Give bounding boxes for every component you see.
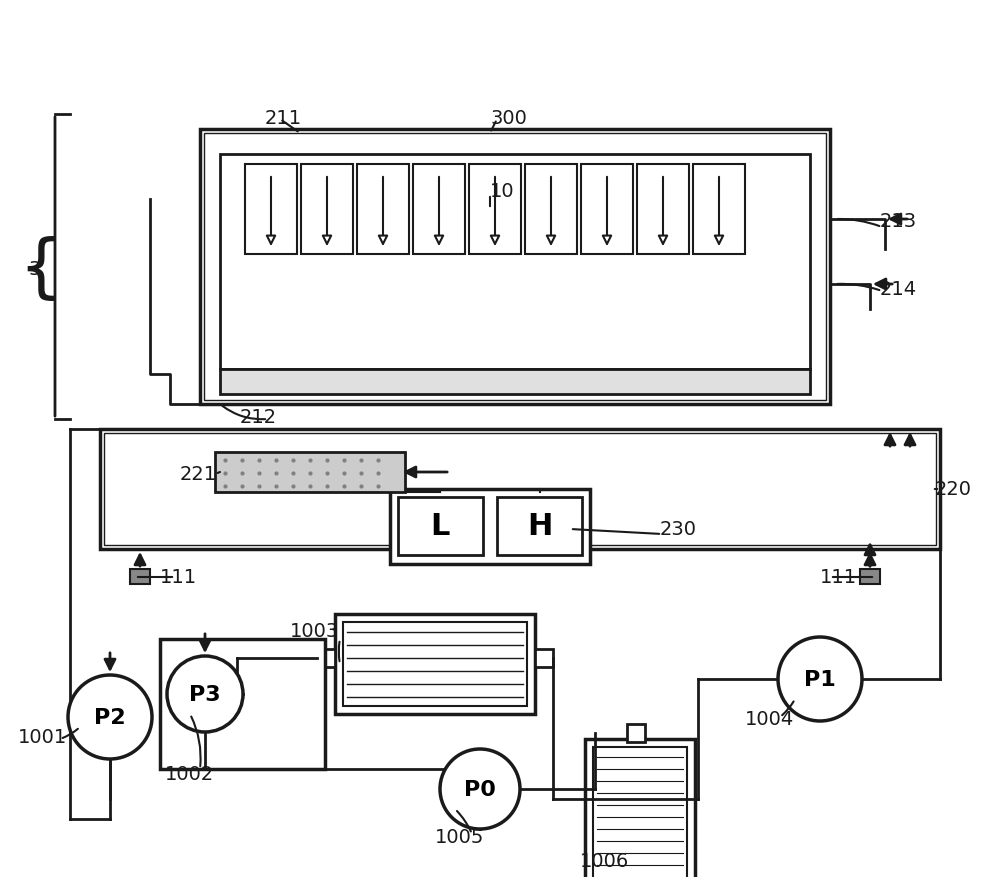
Text: H: H <box>527 512 553 541</box>
Bar <box>413 165 465 254</box>
Bar <box>160 639 325 769</box>
Bar <box>398 497 483 555</box>
Bar <box>343 623 527 706</box>
Bar <box>200 130 830 404</box>
Text: 220: 220 <box>935 480 972 499</box>
Text: L: L <box>430 512 450 541</box>
Bar <box>627 724 645 742</box>
Bar <box>535 649 553 667</box>
Text: 221: 221 <box>180 465 217 484</box>
Bar <box>525 165 577 254</box>
Text: 213: 213 <box>880 212 917 232</box>
Circle shape <box>68 675 152 759</box>
Text: P3: P3 <box>189 684 221 704</box>
Bar <box>317 649 335 667</box>
Text: 211: 211 <box>265 109 302 127</box>
Bar <box>390 489 590 565</box>
Text: 10: 10 <box>490 182 515 201</box>
Text: 1003: 1003 <box>290 622 339 641</box>
Bar <box>100 430 940 549</box>
Bar <box>469 165 521 254</box>
Text: P0: P0 <box>464 779 496 799</box>
Text: 1005: 1005 <box>435 828 484 846</box>
Text: {: { <box>18 236 62 303</box>
Bar <box>357 165 409 254</box>
Text: 1001: 1001 <box>18 728 67 746</box>
Text: 111: 111 <box>820 567 857 587</box>
Text: 1002: 1002 <box>165 765 214 784</box>
Text: P2: P2 <box>94 707 126 727</box>
Bar <box>581 165 633 254</box>
Circle shape <box>440 749 520 829</box>
Text: 1004: 1004 <box>745 709 794 729</box>
Bar <box>301 165 353 254</box>
Text: 111: 111 <box>160 567 197 587</box>
Text: 3: 3 <box>28 260 40 279</box>
Bar <box>245 165 297 254</box>
Bar <box>204 134 826 401</box>
Bar <box>497 497 582 555</box>
Bar <box>585 739 695 877</box>
Bar <box>693 165 745 254</box>
Text: 214: 214 <box>880 280 917 299</box>
Circle shape <box>778 638 862 721</box>
Bar <box>220 155 810 369</box>
Bar <box>593 747 687 877</box>
Text: 1006: 1006 <box>580 852 629 871</box>
Text: 212: 212 <box>240 408 277 427</box>
Text: 230: 230 <box>660 520 697 538</box>
Bar <box>104 433 936 545</box>
Bar <box>215 453 405 493</box>
Text: P1: P1 <box>804 669 836 689</box>
Text: 300: 300 <box>490 109 527 127</box>
Bar <box>335 614 535 714</box>
Bar <box>130 569 150 584</box>
Bar <box>220 369 810 395</box>
Circle shape <box>167 656 243 732</box>
Bar <box>860 569 880 584</box>
Bar <box>637 165 689 254</box>
